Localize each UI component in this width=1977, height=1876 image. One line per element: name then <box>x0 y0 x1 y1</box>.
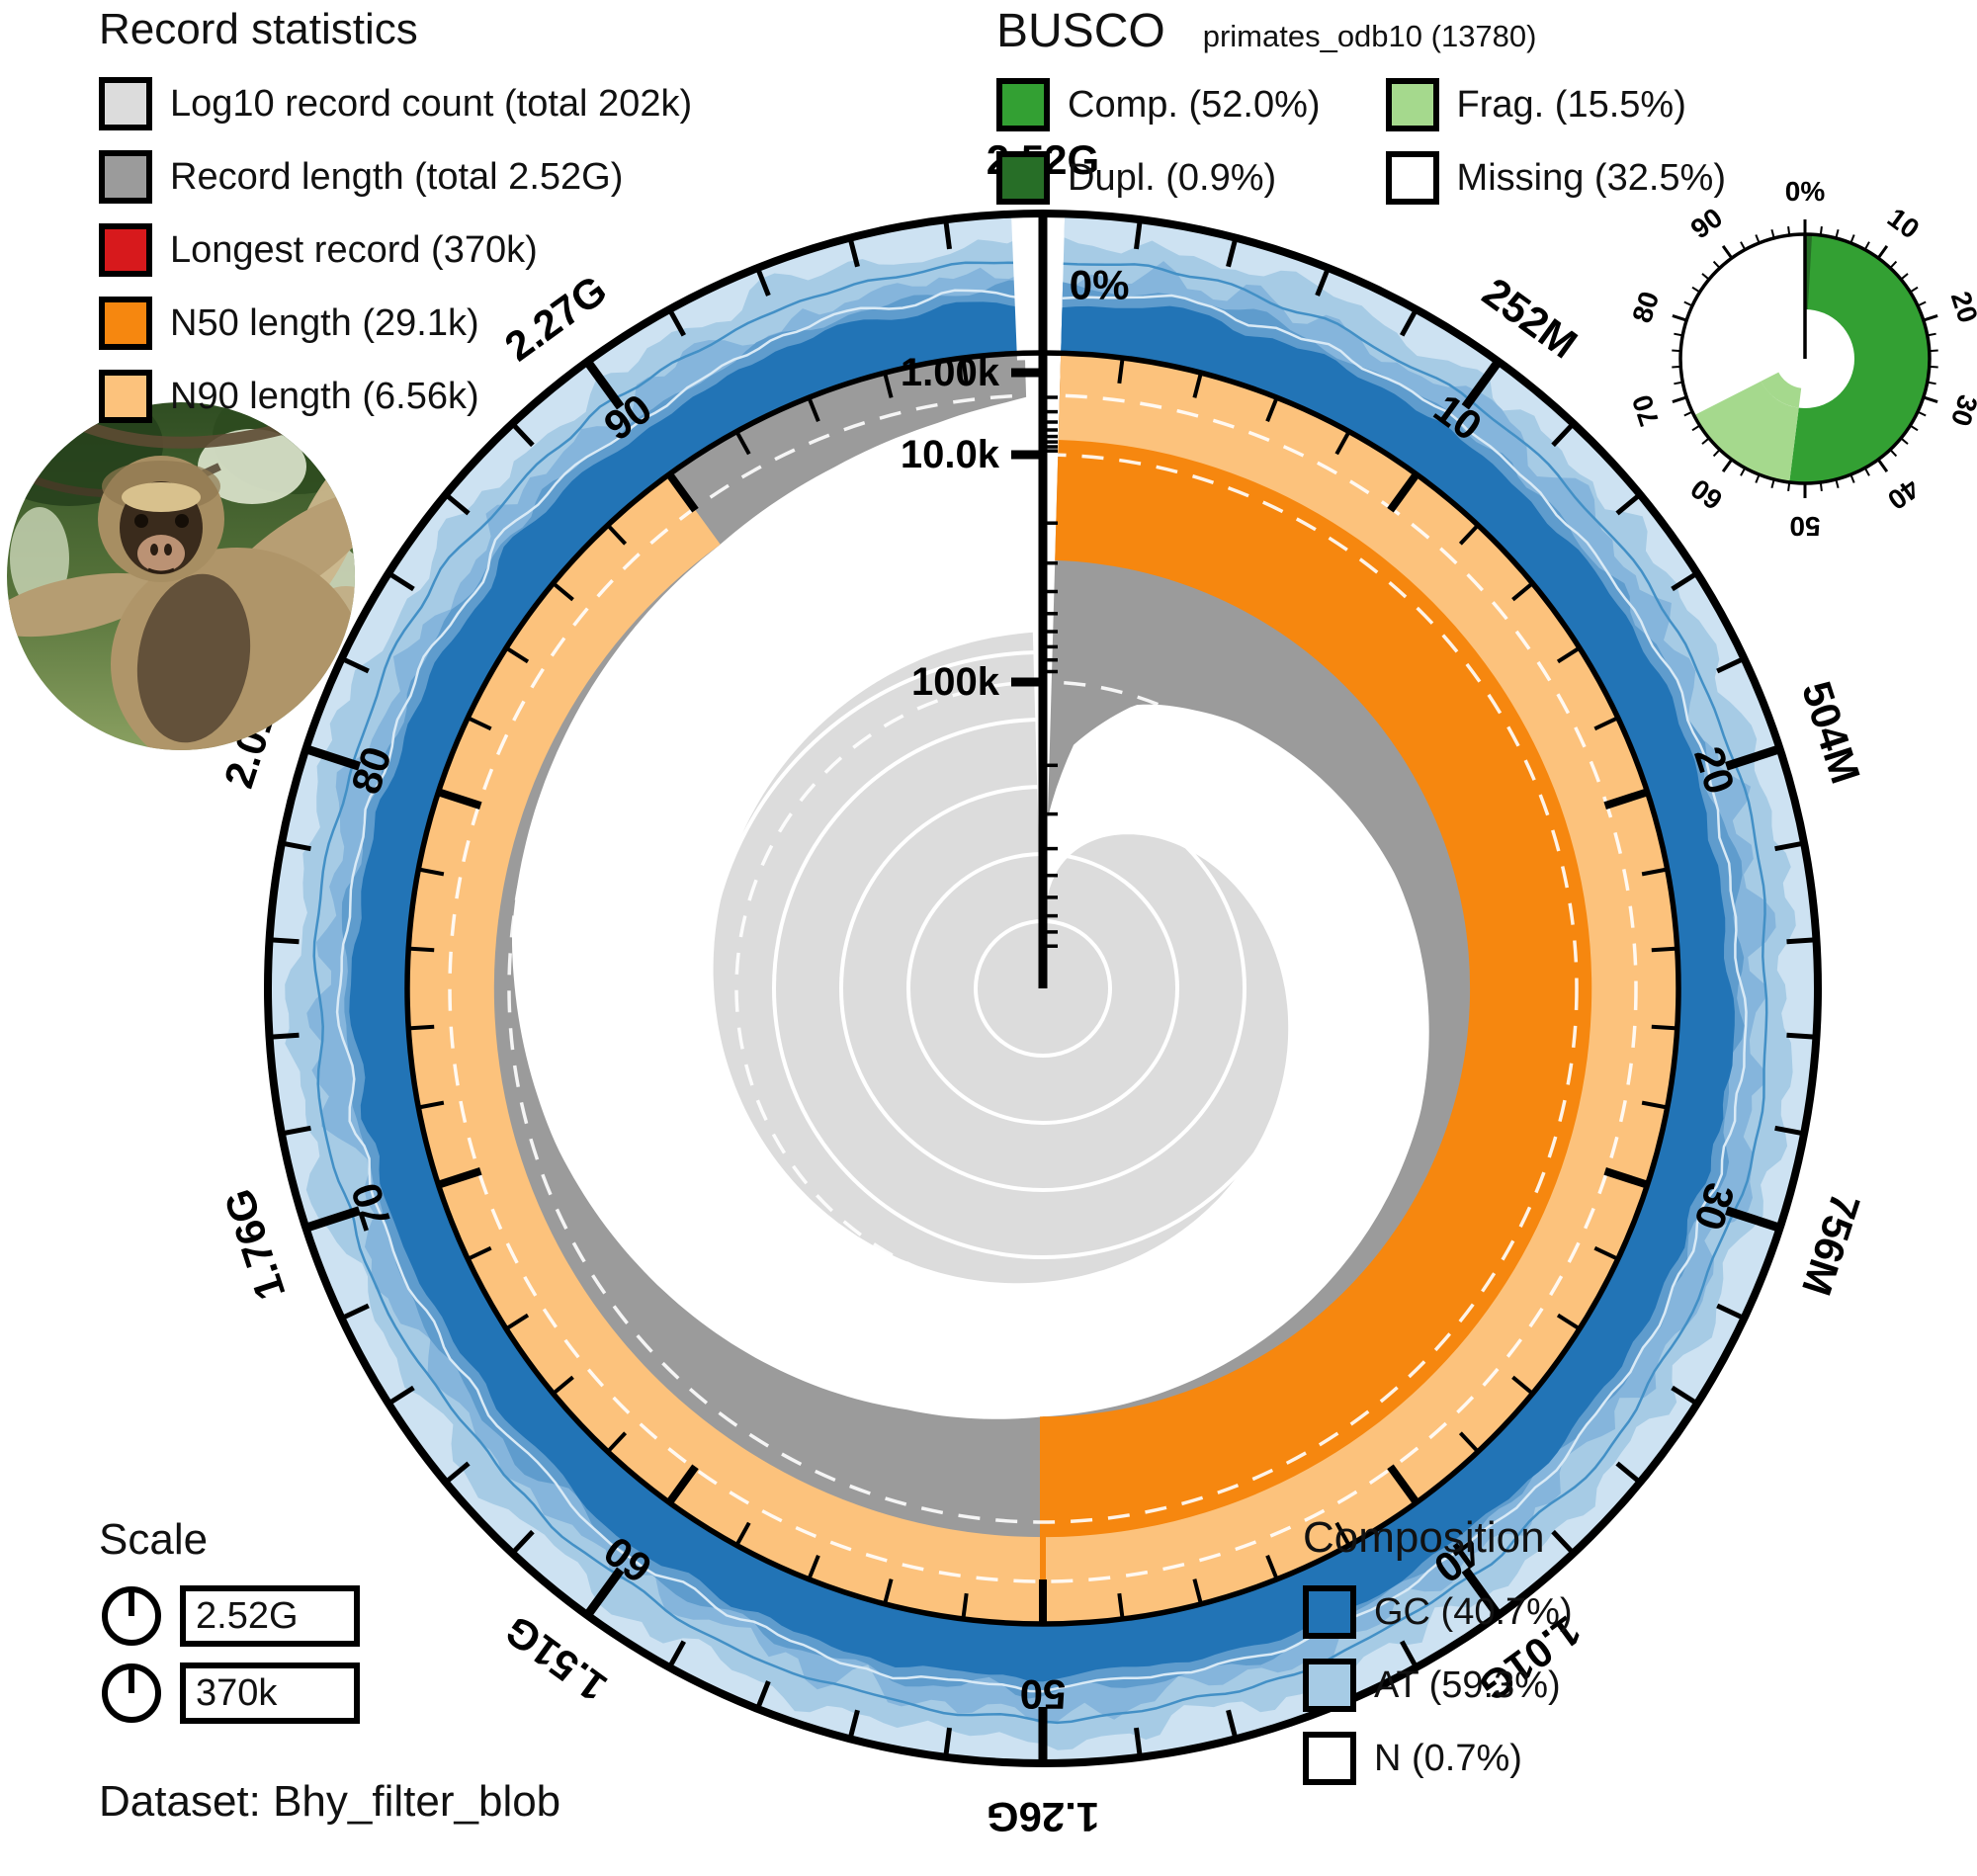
svg-text:1.76G: 1.76G <box>215 1183 294 1305</box>
svg-text:80: 80 <box>1626 288 1665 326</box>
scale-longest-record-row: 370k <box>99 1655 360 1732</box>
longest-record-swatch <box>99 223 152 278</box>
scale-total-length-row: 2.52G <box>99 1578 360 1655</box>
legend-item-n50-length: N50 length (29.1k) <box>99 287 692 360</box>
record-statistics-title: Record statistics <box>99 5 418 53</box>
svg-text:1.26G: 1.26G <box>987 1794 1099 1840</box>
svg-text:50: 50 <box>1789 511 1820 542</box>
busco-duplicated-swatch <box>996 151 1050 205</box>
composition-legend: Composition GC (40.7%) AT (59.3%) N (0.7… <box>1303 1513 1573 1795</box>
legend-item-label: Missing (32.5%) <box>1456 156 1726 199</box>
legend-item-busco-complete: Comp. (52.0%) <box>996 68 1321 141</box>
legend-item-label: Comp. (52.0%) <box>1068 83 1321 126</box>
clock-icon <box>102 1663 161 1724</box>
svg-text:70: 70 <box>1626 391 1665 430</box>
legend-item-busco-missing: Missing (32.5%) <box>1385 141 1726 214</box>
scale-title: Scale <box>99 1515 209 1564</box>
svg-text:1.00k: 1.00k <box>901 351 1000 394</box>
busco-title: BUSCO <box>996 5 1165 57</box>
gc-swatch <box>1303 1585 1356 1640</box>
svg-text:756M: 756M <box>1793 1188 1869 1301</box>
scale-total-length-value: 2.52G <box>180 1585 360 1648</box>
legend-item-log10-record-count: Log10 record count (total 202k) <box>99 67 692 140</box>
n50-length-swatch <box>99 297 152 351</box>
svg-text:60: 60 <box>1685 472 1728 515</box>
scale-longest-record-value: 370k <box>180 1663 360 1725</box>
legend-item-label: N (0.7%) <box>1374 1737 1522 1779</box>
legend-item-busco-fragmented: Frag. (15.5%) <box>1385 68 1726 141</box>
svg-text:50: 50 <box>1020 1671 1067 1718</box>
svg-text:10: 10 <box>1882 202 1925 244</box>
dataset-name: Dataset: Bhy_filter_blob <box>99 1777 561 1826</box>
svg-text:0%: 0% <box>1785 176 1826 207</box>
scale-panel: Scale 2.52G 370k <box>99 1515 360 1732</box>
busco-complete-swatch <box>996 78 1050 131</box>
log10-record-count-swatch <box>99 77 152 131</box>
legend-item-label: Dupl. (0.9%) <box>1068 156 1277 199</box>
record-length-swatch <box>99 150 152 205</box>
record-statistics-legend: Record statistics Log10 record count (to… <box>99 5 692 433</box>
busco-lineage: primates_odb10 (13780) <box>1202 19 1537 53</box>
legend-item-record-length: Record length (total 2.52G) <box>99 140 692 213</box>
busco-legend: BUSCO primates_odb10 (13780) Comp. (52.0… <box>996 4 1726 214</box>
svg-text:40: 40 <box>1882 472 1925 515</box>
svg-text:504M: 504M <box>1793 676 1869 789</box>
legend-item-n90-length: N90 length (6.56k) <box>99 360 692 433</box>
radial-axis: 1.00k 10.0k 100k <box>901 213 1058 988</box>
legend-item-label: Frag. (15.5%) <box>1456 83 1686 126</box>
n90-length-swatch <box>99 370 152 424</box>
legend-item-label: N90 length (6.56k) <box>170 375 479 417</box>
n-swatch <box>1303 1732 1356 1786</box>
at-swatch <box>1303 1659 1356 1713</box>
legend-item-gc: GC (40.7%) <box>1303 1576 1573 1649</box>
legend-item-busco-duplicated: Dupl. (0.9%) <box>996 141 1321 214</box>
composition-title: Composition <box>1303 1513 1545 1562</box>
svg-text:0%: 0% <box>1070 261 1130 307</box>
legend-item-label: Longest record (370k) <box>170 228 538 271</box>
legend-item-label: Record length (total 2.52G) <box>170 155 624 198</box>
svg-text:10.0k: 10.0k <box>901 433 1000 476</box>
svg-text:30: 30 <box>1945 391 1977 430</box>
legend-item-at: AT (59.3%) <box>1303 1649 1573 1722</box>
legend-item-label: Log10 record count (total 202k) <box>170 82 693 125</box>
legend-item-label: N50 length (29.1k) <box>170 301 479 344</box>
busco-fragmented-swatch <box>1385 78 1439 131</box>
busco-missing-swatch <box>1385 151 1439 205</box>
legend-item-n: N (0.7%) <box>1303 1722 1573 1795</box>
legend-item-label: AT (59.3%) <box>1374 1663 1561 1706</box>
legend-item-label: GC (40.7%) <box>1374 1590 1573 1633</box>
svg-text:20: 20 <box>1945 288 1977 326</box>
legend-item-longest-record: Longest record (370k) <box>99 213 692 287</box>
svg-text:100k: 100k <box>911 660 1000 704</box>
clock-icon <box>102 1586 161 1647</box>
